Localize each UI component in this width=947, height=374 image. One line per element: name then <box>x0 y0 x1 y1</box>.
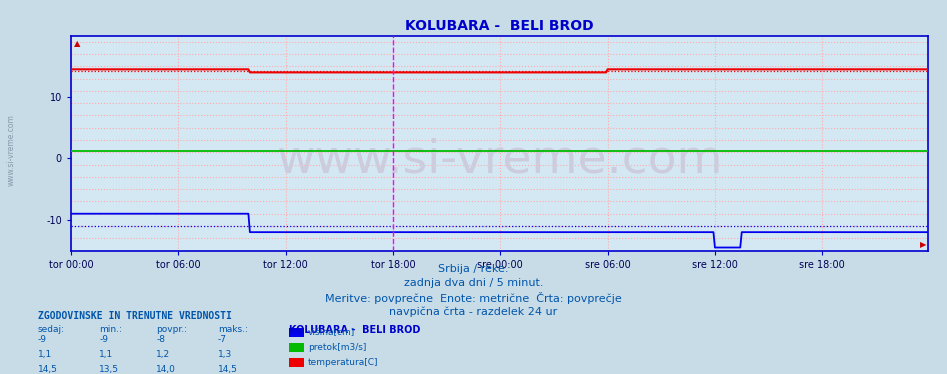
Text: ▶: ▶ <box>920 240 926 249</box>
Text: povpr.:: povpr.: <box>156 325 188 334</box>
Text: Meritve: povprečne  Enote: metrične  Črta: povprečje: Meritve: povprečne Enote: metrične Črta:… <box>325 292 622 304</box>
Text: pretok[m3/s]: pretok[m3/s] <box>308 343 366 352</box>
Text: 14,5: 14,5 <box>38 365 58 374</box>
Text: navpična črta - razdelek 24 ur: navpična črta - razdelek 24 ur <box>389 306 558 317</box>
Text: 1,1: 1,1 <box>38 350 52 359</box>
Text: ▲: ▲ <box>74 39 80 47</box>
Text: zadnja dva dni / 5 minut.: zadnja dva dni / 5 minut. <box>403 278 544 288</box>
Text: 1,2: 1,2 <box>156 350 170 359</box>
Text: 14,5: 14,5 <box>218 365 238 374</box>
Text: 13,5: 13,5 <box>99 365 119 374</box>
Text: www.si-vreme.com: www.si-vreme.com <box>277 138 723 183</box>
Text: temperatura[C]: temperatura[C] <box>308 358 378 367</box>
Text: -8: -8 <box>156 335 166 344</box>
Text: www.si-vreme.com: www.si-vreme.com <box>7 114 16 186</box>
Bar <box>289 328 304 337</box>
Text: 1,1: 1,1 <box>99 350 114 359</box>
Text: Srbija / reke.: Srbija / reke. <box>438 264 509 274</box>
Text: KOLUBARA -  BELI BROD: KOLUBARA - BELI BROD <box>289 325 420 335</box>
Text: sedaj:: sedaj: <box>38 325 65 334</box>
Text: -7: -7 <box>218 335 227 344</box>
Text: -9: -9 <box>99 335 109 344</box>
Text: min.:: min.: <box>99 325 122 334</box>
Text: maks.:: maks.: <box>218 325 248 334</box>
Text: 14,0: 14,0 <box>156 365 176 374</box>
Text: ZGODOVINSKE IN TRENUTNE VREDNOSTI: ZGODOVINSKE IN TRENUTNE VREDNOSTI <box>38 311 232 321</box>
Text: 1,3: 1,3 <box>218 350 232 359</box>
Text: -9: -9 <box>38 335 47 344</box>
Bar <box>289 358 304 367</box>
Text: višina[cm]: višina[cm] <box>308 328 355 337</box>
Title: KOLUBARA -  BELI BROD: KOLUBARA - BELI BROD <box>405 19 594 33</box>
Bar <box>289 343 304 352</box>
